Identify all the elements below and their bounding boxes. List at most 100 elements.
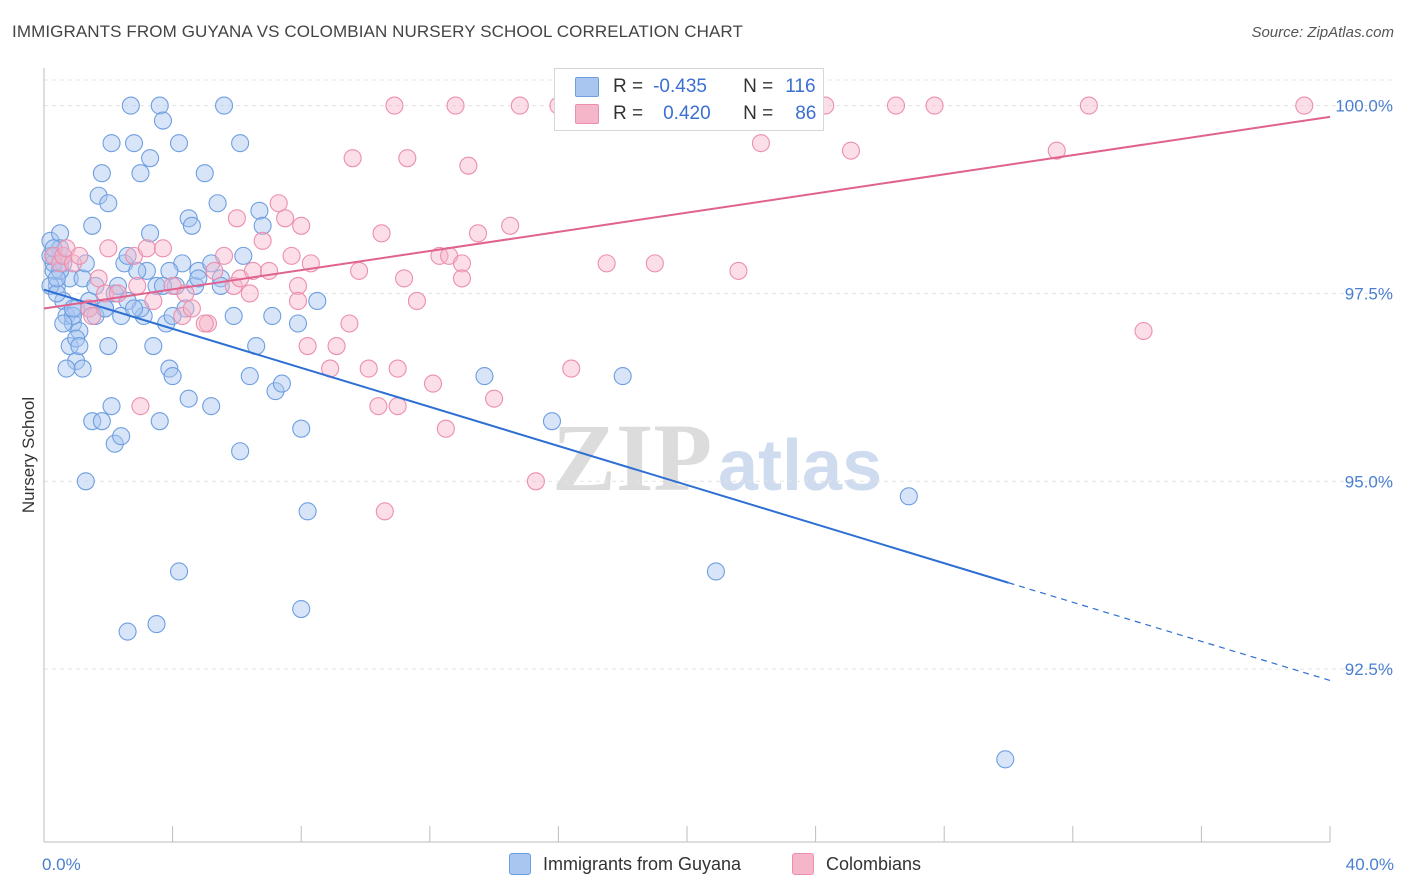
colombian-point <box>195 314 214 333</box>
guyana-point <box>231 134 250 153</box>
guyana-point <box>706 562 725 581</box>
colombian-point <box>375 502 394 521</box>
colombian-point <box>886 96 906 115</box>
stats-legend: R = -0.435 N = 116 R = 0.420 N = 86 <box>554 68 824 131</box>
guyana-point <box>102 134 121 153</box>
legend-swatch-colombians <box>575 104 599 124</box>
guyana-point <box>124 134 144 153</box>
guyana-point <box>996 750 1015 769</box>
colombian-point <box>131 397 150 416</box>
guyana-point <box>214 96 234 115</box>
guyana-point <box>266 382 285 401</box>
colombian-point <box>137 239 156 258</box>
guyana-point <box>189 269 208 288</box>
colombian-point <box>282 246 301 265</box>
colombian-point <box>144 291 163 311</box>
guyana-point <box>160 261 179 280</box>
guyana-point <box>118 622 137 641</box>
colombian-point <box>240 284 259 303</box>
guyana-point <box>224 306 243 326</box>
colombian-point <box>227 209 246 228</box>
colombian-point <box>597 254 616 273</box>
guyana-point <box>169 562 189 581</box>
colombian-point <box>173 306 192 326</box>
colombian-point <box>288 291 308 311</box>
colombian-point <box>96 284 115 303</box>
y-tick-label: 95.0% <box>1345 472 1393 491</box>
colombian-point <box>436 419 455 438</box>
guyana-point <box>99 336 118 356</box>
guyana-point <box>292 599 311 619</box>
bottom-legend-swatch-colombians <box>792 853 814 875</box>
colombian-point <box>292 216 311 235</box>
guyana-point <box>141 224 160 243</box>
guyana-point <box>163 367 182 386</box>
colombian-point <box>385 96 404 115</box>
guyana-point <box>105 434 124 453</box>
colombian-point <box>398 149 417 168</box>
x-tick-label: 40.0% <box>1346 855 1394 874</box>
colombian-point <box>526 472 545 491</box>
legend-row-colombians: R = 0.420 N = 86 <box>575 101 816 127</box>
guyana-trend-extension <box>1008 582 1331 682</box>
guyana-point <box>112 427 131 446</box>
guyana-point <box>63 306 82 326</box>
colombian-point <box>108 284 127 303</box>
guyana-point <box>292 419 311 438</box>
bottom-legend-label-guyana: Immigrants from Guyana <box>543 853 742 874</box>
colombian-point <box>259 261 279 280</box>
colombian-point <box>510 96 529 115</box>
colombian-point <box>253 231 272 250</box>
colombian-point <box>468 224 488 243</box>
guyana-point <box>73 359 92 378</box>
guyana-point <box>76 254 95 273</box>
colombian-point <box>372 224 391 243</box>
legend-r-label: R = <box>613 76 644 97</box>
guyana-point <box>272 374 291 393</box>
colombian-point <box>452 254 472 273</box>
guyana-point <box>542 412 562 431</box>
guyana-point <box>150 412 169 431</box>
colombian-point <box>501 216 520 235</box>
guyana-point <box>182 216 201 235</box>
guyana-point <box>163 306 182 326</box>
guyana-point <box>144 336 163 356</box>
guyana-point <box>288 314 308 333</box>
colombian-point <box>182 299 201 318</box>
colombian-point <box>70 246 89 265</box>
guyana-point <box>298 502 317 521</box>
guyana-point <box>44 239 63 258</box>
points-layer <box>41 96 1314 769</box>
colombian-point <box>395 269 414 288</box>
colombian-point <box>369 397 388 416</box>
colombian-point <box>176 284 195 303</box>
colombian-point <box>751 134 770 153</box>
guyana-point <box>250 201 269 220</box>
colombian-point <box>729 261 748 280</box>
tick-labels: 100.0% 97.5% 95.0% 92.5% 0.0% 40.0% <box>42 97 1394 874</box>
colombian-point <box>153 239 173 258</box>
guyana-point <box>54 314 73 333</box>
guyana-point <box>92 412 111 431</box>
guyana-point <box>234 246 253 265</box>
colombian-point <box>1134 321 1153 341</box>
colombian-point <box>276 209 295 228</box>
guyana-point <box>899 487 918 506</box>
guyana-point <box>208 194 227 213</box>
axes <box>43 68 1331 843</box>
colombian-point <box>89 269 108 288</box>
colombian-point <box>298 336 317 356</box>
chart-title: IMMIGRANTS FROM GUYANA VS COLOMBIAN NURS… <box>12 22 743 41</box>
guyana-point <box>131 164 150 183</box>
guyana-point <box>121 96 140 115</box>
colombian-point <box>350 261 369 280</box>
guyana-point <box>83 412 102 431</box>
y-tick-label: 92.5% <box>1345 660 1393 679</box>
guyana-point <box>179 389 198 408</box>
x-tick-label: 0.0% <box>42 855 81 874</box>
guyana-point <box>253 216 272 235</box>
legend-n-value: 116 <box>785 76 816 97</box>
guyana-point <box>169 134 189 153</box>
colombian-point <box>485 389 504 408</box>
